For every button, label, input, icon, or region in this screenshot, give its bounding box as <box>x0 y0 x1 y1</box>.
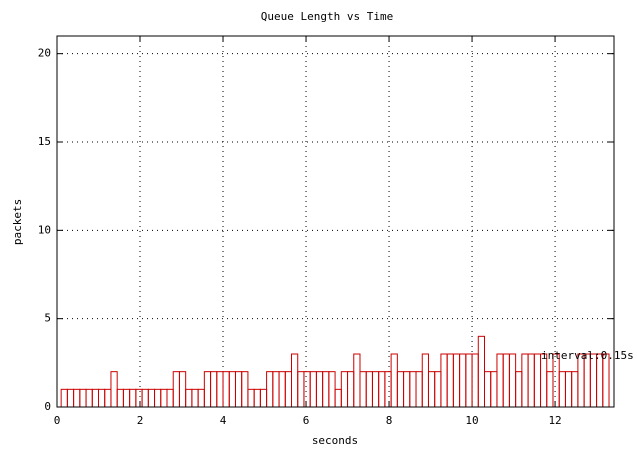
x-tick-label: 4 <box>220 414 227 427</box>
annotation: interval:0.15s <box>541 349 634 362</box>
x-tick-label: 0 <box>54 414 61 427</box>
x-tick-label: 2 <box>137 414 144 427</box>
y-tick-label: 20 <box>38 47 51 60</box>
x-tick-label: 8 <box>386 414 393 427</box>
y-tick-label: 5 <box>44 312 51 325</box>
x-tick-label: 10 <box>465 414 478 427</box>
y-tick-label: 0 <box>44 400 51 413</box>
x-axis-label: seconds <box>312 434 358 447</box>
chart-title: Queue Length vs Time <box>261 10 393 23</box>
y-tick-label: 15 <box>38 135 51 148</box>
plot-frame <box>56 35 615 408</box>
y-tick-label: 10 <box>38 223 51 236</box>
x-tick-label: 6 <box>303 414 310 427</box>
x-tick-label: 12 <box>548 414 561 427</box>
y-axis-label: packets <box>11 199 24 245</box>
